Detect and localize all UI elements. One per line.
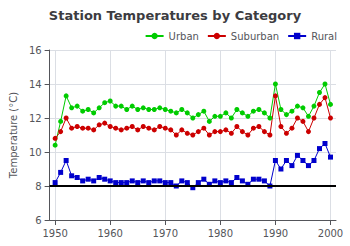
svg-text:Station Temperatures by Catego: Station Temperatures by Category bbox=[49, 8, 302, 23]
svg-text:12: 12 bbox=[29, 113, 42, 124]
svg-text:1980: 1980 bbox=[208, 228, 233, 239]
svg-text:8: 8 bbox=[35, 181, 41, 192]
svg-text:16: 16 bbox=[29, 45, 42, 56]
svg-text:2000: 2000 bbox=[318, 228, 343, 239]
svg-text:1990: 1990 bbox=[263, 228, 288, 239]
svg-text:14: 14 bbox=[29, 79, 42, 90]
svg-text:1960: 1960 bbox=[97, 228, 122, 239]
svg-text:10: 10 bbox=[29, 147, 42, 158]
svg-text:1970: 1970 bbox=[153, 228, 178, 239]
svg-text:Suburban: Suburban bbox=[231, 31, 279, 42]
svg-text:1950: 1950 bbox=[42, 228, 67, 239]
svg-text:Urban: Urban bbox=[169, 31, 199, 42]
svg-text:6: 6 bbox=[35, 215, 41, 226]
svg-text:Rural: Rural bbox=[311, 31, 337, 42]
svg-text:Temperature (°C): Temperature (°C) bbox=[8, 92, 19, 179]
